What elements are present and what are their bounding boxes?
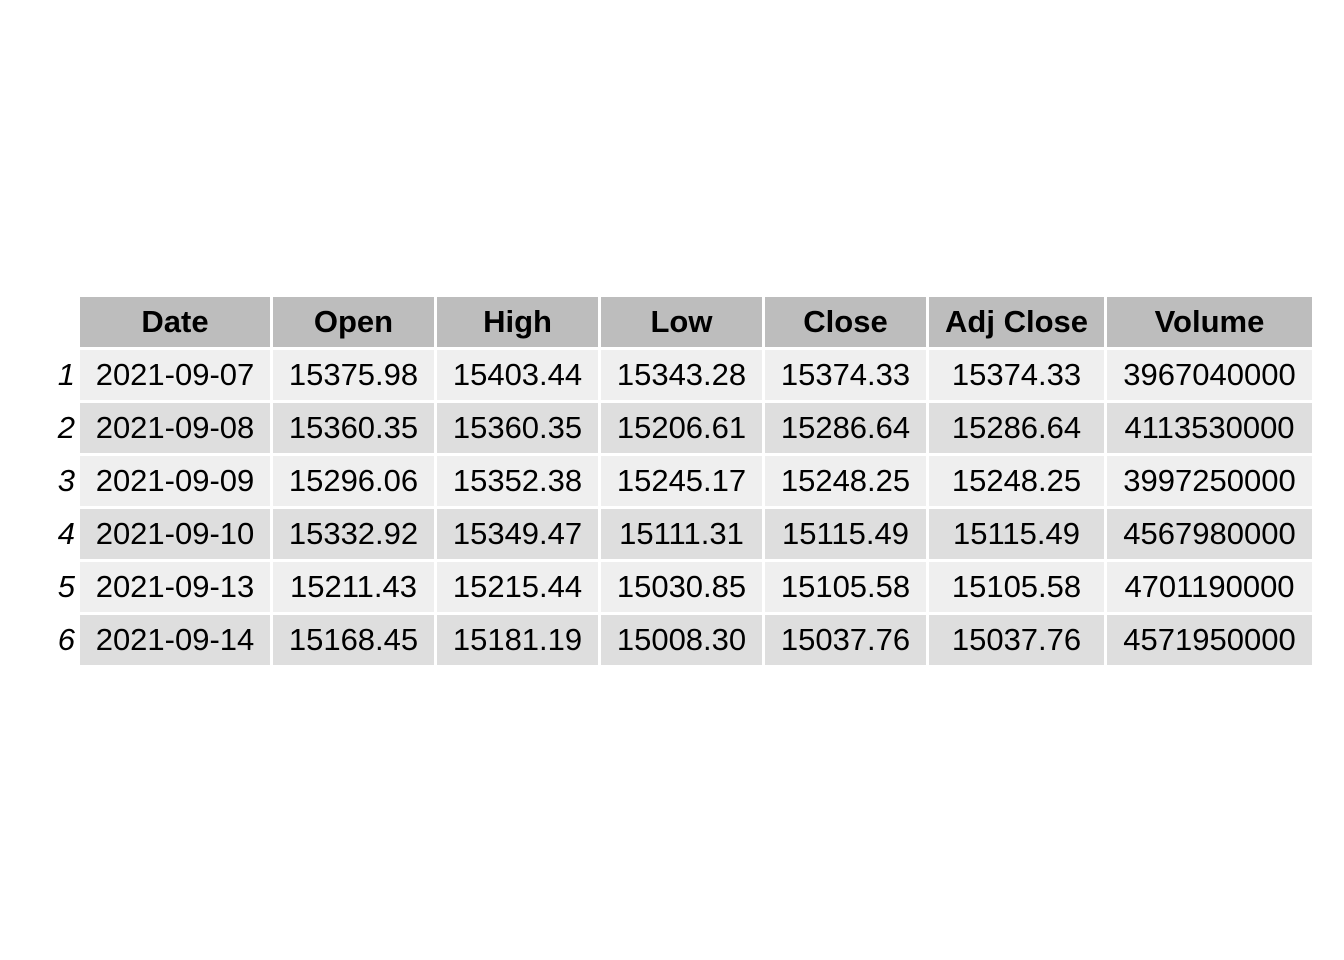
cell-date: 2021-09-13 <box>80 562 270 612</box>
column-header-close: Close <box>765 297 926 347</box>
row-name: 4 <box>57 516 75 551</box>
data-table-figure: Date Open High Low Close Adj Close Volum… <box>50 294 1315 668</box>
cell-open: 15211.43 <box>273 562 434 612</box>
cell-close: 15374.33 <box>765 350 926 400</box>
cell-adj-close: 15286.64 <box>929 403 1104 453</box>
cell-adj-close: 15115.49 <box>929 509 1104 559</box>
header-row: Date Open High Low Close Adj Close Volum… <box>53 297 1312 347</box>
cell-open: 15168.45 <box>273 615 434 665</box>
cell-close: 15248.25 <box>765 456 926 506</box>
cell-high: 15352.38 <box>437 456 598 506</box>
row-name: 6 <box>57 622 75 657</box>
cell-date: 2021-09-09 <box>80 456 270 506</box>
table-body: 1 2021-09-07 15375.98 15403.44 15343.28 15374… <box>53 350 1312 665</box>
cell-high: 15360.35 <box>437 403 598 453</box>
cell-volume: 4113530000 <box>1107 403 1312 453</box>
cell-high: 15215.44 <box>437 562 598 612</box>
table-row: 2 2021-09-08 15360.35 15360.35 15206.61 15286… <box>53 403 1312 453</box>
cell-adj-close: 15105.58 <box>929 562 1104 612</box>
cell-close: 15115.49 <box>765 509 926 559</box>
cell-volume: 4567980000 <box>1107 509 1312 559</box>
cell-low: 15008.30 <box>601 615 762 665</box>
cell-date: 2021-09-08 <box>80 403 270 453</box>
cell-close: 15105.58 <box>765 562 926 612</box>
cell-volume: 4571950000 <box>1107 615 1312 665</box>
data-table: Date Open High Low Close Adj Close Volum… <box>50 294 1315 668</box>
table-row: 6 2021-09-14 15168.45 15181.19 15008.30 15037… <box>53 615 1312 665</box>
cell-low: 15245.17 <box>601 456 762 506</box>
cell-date: 2021-09-14 <box>80 615 270 665</box>
column-header-high: High <box>437 297 598 347</box>
table-row: 3 2021-09-09 15296.06 15352.38 15245.17 15248… <box>53 456 1312 506</box>
cell-volume: 4701190000 <box>1107 562 1312 612</box>
cell-high: 15181.19 <box>437 615 598 665</box>
cell-low: 15030.85 <box>601 562 762 612</box>
row-name: 5 <box>57 569 75 604</box>
column-header-adj-close: Adj Close <box>929 297 1104 347</box>
row-name: 3 <box>57 463 75 498</box>
cell-date: 2021-09-10 <box>80 509 270 559</box>
cell-open: 15332.92 <box>273 509 434 559</box>
cell-high: 15349.47 <box>437 509 598 559</box>
cell-low: 15111.31 <box>601 509 762 559</box>
column-header-low: Low <box>601 297 762 347</box>
column-header-open: Open <box>273 297 434 347</box>
cell-adj-close: 15037.76 <box>929 615 1104 665</box>
cell-close: 15037.76 <box>765 615 926 665</box>
cell-low: 15206.61 <box>601 403 762 453</box>
cell-open: 15375.98 <box>273 350 434 400</box>
cell-low: 15343.28 <box>601 350 762 400</box>
cell-date: 2021-09-07 <box>80 350 270 400</box>
cell-open: 15360.35 <box>273 403 434 453</box>
row-name: 1 <box>57 357 75 392</box>
table-row: 5 2021-09-13 15211.43 15215.44 15030.85 15105… <box>53 562 1312 612</box>
column-header-date: Date <box>80 297 270 347</box>
table-row: 1 2021-09-07 15375.98 15403.44 15343.28 15374… <box>53 350 1312 400</box>
cell-volume: 3997250000 <box>1107 456 1312 506</box>
column-header-volume: Volume <box>1107 297 1312 347</box>
cell-adj-close: 15374.33 <box>929 350 1104 400</box>
table-row: 4 2021-09-10 15332.92 15349.47 15111.31 15115… <box>53 509 1312 559</box>
corner-cell <box>53 297 77 347</box>
row-name: 2 <box>57 410 75 445</box>
cell-close: 15286.64 <box>765 403 926 453</box>
cell-volume: 3967040000 <box>1107 350 1312 400</box>
cell-high: 15403.44 <box>437 350 598 400</box>
cell-adj-close: 15248.25 <box>929 456 1104 506</box>
cell-open: 15296.06 <box>273 456 434 506</box>
